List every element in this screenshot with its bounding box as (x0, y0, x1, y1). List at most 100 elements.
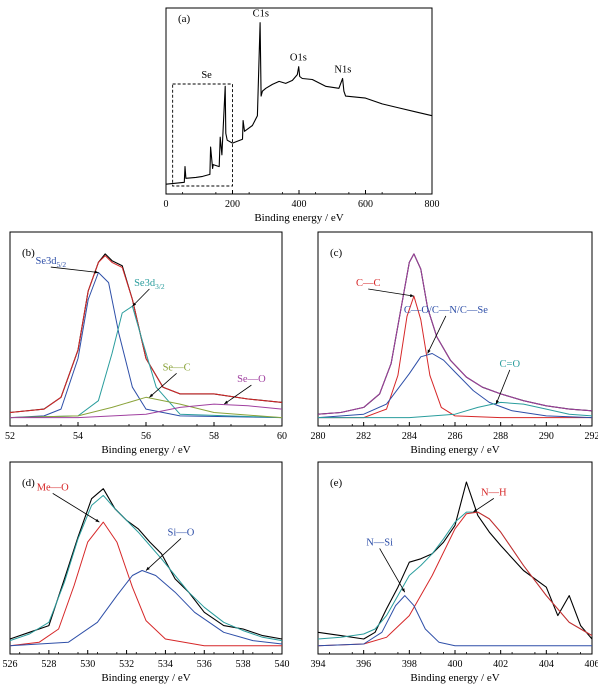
annotation-arrowhead (224, 400, 229, 405)
panel-label: (c) (330, 247, 343, 259)
annotation-text: C—C (356, 278, 381, 289)
panel-label: (b) (22, 247, 35, 259)
series-line-1 (9, 494, 283, 642)
series-line-3 (9, 305, 283, 419)
peak-annotation: C—O/C—N/C—Se (404, 305, 488, 316)
x-tick-label: 0 (164, 199, 169, 210)
peak-annotation: Me—O (37, 482, 69, 493)
annotation-text: Se3d (134, 278, 156, 289)
panel-c: 280 282 284 286 288 290 292 Binding energy / eV… (311, 231, 598, 456)
x-tick-label: 536 (197, 659, 212, 670)
peak-annotation: Si—O (168, 527, 195, 538)
series-line-4 (9, 396, 283, 419)
series-line-3 (9, 570, 283, 647)
x-tick-label: 200 (225, 199, 240, 210)
annotation-leader (368, 288, 414, 297)
peak-annotation: Se—C (163, 362, 191, 373)
x-tick-label: 54 (73, 431, 83, 442)
annotation-leader (145, 538, 182, 571)
annotation-arrowhead (401, 588, 405, 593)
annotation-text: C—O/C—N/C—Se (404, 305, 488, 316)
x-tick-label: 280 (311, 431, 326, 442)
annotation-arrowhead (410, 293, 414, 298)
peak-label: O1s (290, 53, 307, 64)
x-axis-title: Binding energy / eV (101, 444, 190, 456)
peak-annotation: C—C (356, 278, 381, 289)
x-tick-label: 800 (425, 199, 440, 210)
annotation-leader (132, 288, 150, 307)
annotation-text: Si—O (168, 527, 195, 538)
x-tick-label: 400 (448, 659, 463, 670)
peak-label: C1s (253, 9, 269, 20)
annotation-text: C=O (500, 359, 521, 370)
panel-label: (a) (178, 13, 191, 25)
se-region-box (172, 83, 233, 187)
x-tick-label: 52 (5, 431, 15, 442)
se-region-label: Se (201, 70, 212, 81)
x-axis-title: Binding energy / eV (254, 212, 343, 224)
annotation-text: Se3d (36, 256, 58, 267)
annotation-arrowhead (146, 566, 150, 571)
series-line-3 (317, 353, 593, 419)
x-tick-label: 404 (539, 659, 554, 670)
series-line-5 (10, 403, 283, 419)
annotation-text: Se—C (163, 362, 191, 373)
annotation-subscript: 3/2 (155, 282, 165, 291)
peak-annotation: Se—O (237, 374, 266, 385)
series-line-4 (318, 401, 593, 419)
x-tick-label: 402 (493, 659, 508, 670)
annotation-leader (473, 498, 495, 513)
x-tick-label: 290 (539, 431, 554, 442)
annotation-leader (379, 548, 406, 593)
x-tick-label: 288 (493, 431, 508, 442)
x-tick-label: 286 (448, 431, 463, 442)
annotation-leader (52, 493, 100, 523)
annotation-text: Se—O (237, 374, 266, 385)
x-tick-label: 406 (585, 659, 598, 670)
annotation-arrowhead (149, 393, 154, 398)
annotation-arrowhead (95, 518, 100, 523)
annotation-text: N—Si (366, 537, 393, 548)
annotation-arrowhead (427, 349, 431, 354)
x-tick-label: 282 (356, 431, 371, 442)
annotation-text: Me—O (37, 482, 69, 493)
annotation-leader (427, 315, 447, 354)
series-line-1 (317, 253, 593, 415)
x-axis-title: Binding energy / eV (410, 444, 499, 456)
x-tick-label: 532 (119, 659, 134, 670)
annotation-arrowhead (473, 508, 478, 513)
series-line-0 (165, 22, 433, 185)
peak-annotation: Se3d5/2 (36, 256, 67, 269)
x-tick-label: 394 (311, 659, 326, 670)
annotation-leader (223, 384, 252, 405)
x-tick-label: 396 (356, 659, 371, 670)
panel-e: 394 396 398 400 402 404 406 Binding energy / eV… (311, 461, 598, 684)
x-tick-label: 528 (41, 659, 56, 670)
annotation-subscript: 5/2 (57, 260, 67, 269)
series-line-2 (9, 521, 282, 647)
x-tick-label: 540 (275, 659, 290, 670)
annotation-leader (149, 373, 177, 398)
x-axis-title: Binding energy / eV (101, 672, 190, 684)
panel-a: 0 200 400 600 800 Binding energy / eV (a) Se C1s… (164, 7, 440, 224)
x-tick-label: 292 (585, 431, 598, 442)
peak-annotation: C=O (500, 359, 521, 370)
series-line-1 (9, 255, 283, 413)
panel-label: (e) (330, 477, 343, 489)
x-tick-label: 534 (158, 659, 173, 670)
x-tick-label: 526 (3, 659, 18, 670)
annotation-leader (495, 369, 511, 405)
peak-annotation: N—H (481, 487, 507, 498)
plot-frame (9, 461, 283, 655)
x-tick-label: 56 (141, 431, 151, 442)
x-tick-label: 538 (236, 659, 251, 670)
peak-label: N1s (334, 64, 351, 75)
series-line-2 (9, 272, 283, 419)
x-tick-label: 400 (292, 199, 307, 210)
series-line-3 (317, 595, 592, 647)
annotation-leader (50, 266, 99, 273)
panel-d: 526 528 530 532 534 536 538 540 Binding energy /… (3, 461, 290, 684)
